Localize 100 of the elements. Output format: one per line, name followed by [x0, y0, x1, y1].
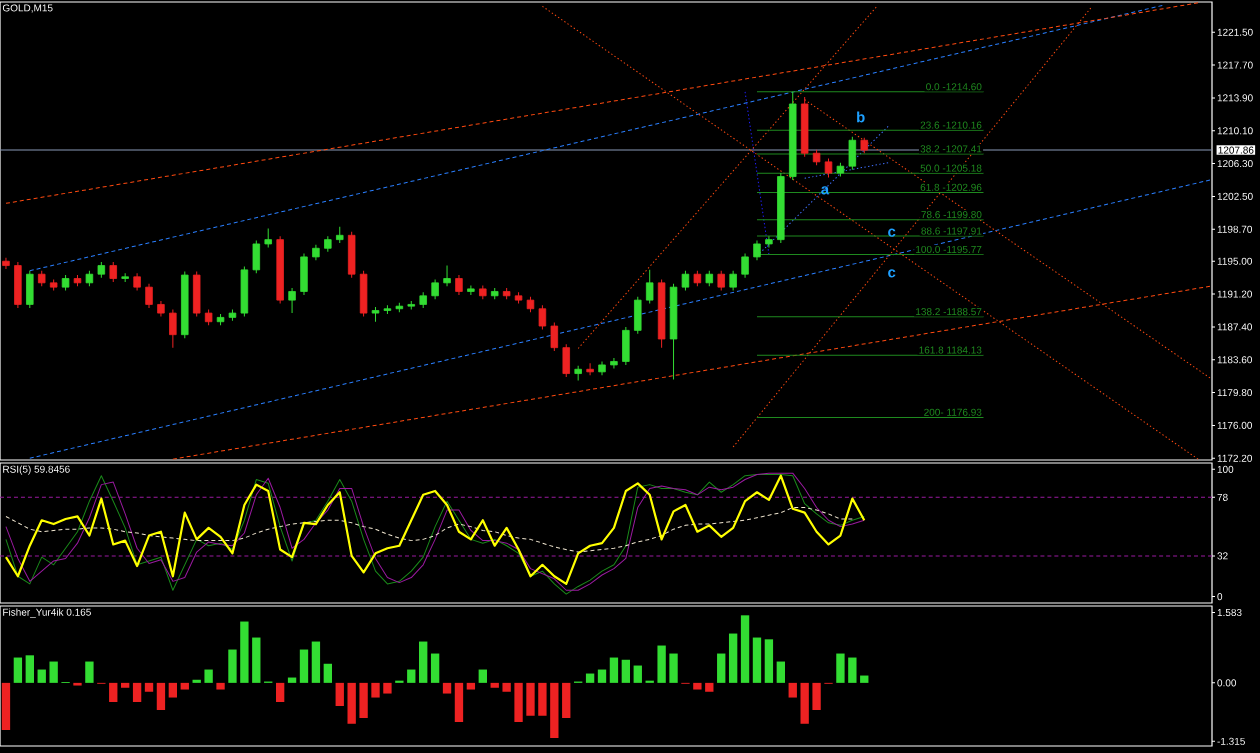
bar [240, 621, 249, 683]
bar [788, 682, 797, 698]
bar [466, 682, 476, 690]
y-tick-label: 1172.20 [1217, 454, 1253, 462]
y-tick-label: 1179.80 [1217, 389, 1253, 397]
y-tick-label: 1202.50 [1217, 192, 1253, 200]
bar [168, 682, 178, 698]
series-label: 88.6 -1197.91 [921, 227, 982, 235]
candlestick [610, 357, 618, 369]
bar [156, 682, 166, 710]
series-label: 138.2 -1188.57 [916, 308, 982, 316]
bar [13, 657, 23, 683]
annotation: c [888, 228, 896, 237]
candlestick [586, 362, 594, 376]
bar [395, 680, 404, 683]
bar [371, 682, 380, 698]
y-tick-label: 0.00 [1217, 679, 1237, 687]
series-label: 0.0 -1214.60 [926, 83, 982, 91]
series-label: 23.6 -1210.16 [920, 121, 982, 129]
candlestick [443, 265, 451, 287]
candlestick [2, 257, 10, 270]
bar [287, 677, 297, 683]
candlestick [645, 269, 654, 305]
bar [764, 639, 774, 683]
candlestick [717, 270, 725, 292]
annotation: a [821, 186, 830, 195]
bar [311, 641, 321, 683]
bar [25, 655, 34, 683]
y-tick-label: 78 [1217, 493, 1228, 501]
bar [180, 682, 189, 690]
series-label: 61.8 -1202.96 [920, 183, 982, 191]
series-label: 100.0 -1195.77 [916, 245, 982, 253]
bar [85, 661, 94, 683]
y-tick-label: 1195.00 [1217, 257, 1253, 265]
y-tick-label: 1.583 [1217, 608, 1242, 617]
bar [526, 682, 535, 716]
y-tick-label: 1183.60 [1217, 356, 1253, 364]
y-tick-label: 1191.20 [1217, 290, 1253, 298]
bar [109, 682, 118, 702]
series-label: 38.2 -1207.41 [920, 145, 982, 153]
bar [407, 669, 416, 683]
bar [430, 653, 440, 683]
bar [514, 682, 523, 722]
bar [335, 682, 344, 706]
bar [597, 669, 607, 683]
candlestick [824, 157, 833, 178]
bar [121, 682, 130, 688]
bar [359, 682, 368, 718]
y-tick-label: 1206.30 [1217, 160, 1253, 168]
bar [419, 641, 428, 683]
candlestick [538, 304, 547, 330]
bar [347, 682, 356, 724]
bar [442, 682, 452, 694]
candlestick [109, 261, 117, 283]
candlestick [765, 235, 773, 248]
candlestick [145, 283, 153, 309]
bar [776, 661, 785, 683]
bar [478, 669, 487, 683]
bar [275, 682, 285, 702]
bar [73, 682, 82, 686]
candlestick [741, 252, 749, 279]
chart-title: RSI(5) 59.8456 [3, 465, 70, 475]
bar [848, 657, 857, 683]
candlestick [681, 270, 690, 292]
bar [562, 682, 571, 718]
y-tick-label: 1221.50 [1217, 28, 1253, 36]
y-tick-label: 1213.90 [1217, 94, 1253, 102]
bar [633, 665, 642, 683]
bar [752, 637, 762, 683]
bar [1, 682, 11, 730]
candlestick [467, 284, 475, 296]
bar [800, 682, 809, 724]
candlestick [431, 278, 439, 300]
bar [669, 653, 678, 683]
y-tick-label: 32 [1217, 552, 1228, 560]
candlestick [753, 240, 761, 261]
candlestick [288, 287, 296, 314]
y-tick-label: 1198.70 [1217, 225, 1253, 233]
bar [502, 682, 511, 692]
candlestick [455, 274, 463, 296]
annotation: b [857, 111, 865, 123]
candlestick [169, 309, 177, 349]
candlestick [729, 270, 737, 292]
annotation: c [888, 269, 896, 278]
bar [299, 649, 309, 683]
bar [717, 653, 726, 683]
bar [705, 682, 714, 692]
bar [609, 657, 619, 683]
bar [37, 669, 46, 683]
bar [192, 679, 201, 683]
bar [252, 637, 261, 683]
bar [836, 653, 845, 683]
chart-title: Fisher_Yur4ik 0.165 [3, 608, 91, 618]
bar [728, 633, 738, 683]
y-tick-label: 1187.40 [1217, 323, 1253, 331]
bar [383, 682, 392, 694]
bar [144, 682, 154, 692]
ref-line-label: 1207.86 [1218, 146, 1254, 154]
y-tick-label: 1210.10 [1217, 127, 1253, 135]
bar [490, 682, 499, 688]
